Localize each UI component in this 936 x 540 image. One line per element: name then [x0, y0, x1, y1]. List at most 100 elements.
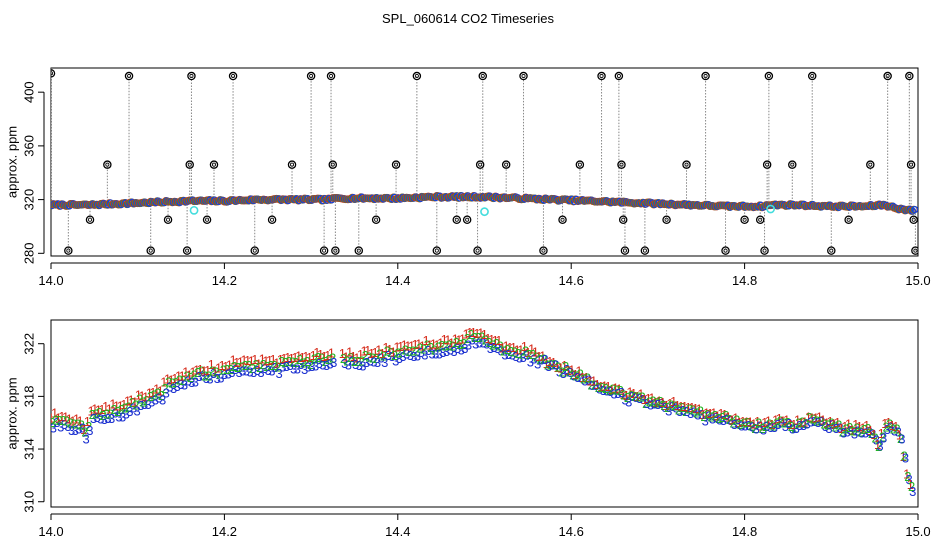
- series-char-3: 3: [297, 357, 304, 372]
- series-char-1: 1: [652, 395, 659, 410]
- series-char-3: 3: [487, 341, 494, 356]
- series-char-3: 3: [778, 415, 785, 430]
- series-char-1: 1: [62, 409, 69, 424]
- series-char-2: 2: [693, 405, 700, 420]
- outlier-point-inner: [189, 74, 194, 79]
- series-char-2: 2: [748, 418, 755, 433]
- series-char-3: 3: [246, 364, 253, 379]
- series-char-1: 1: [834, 415, 841, 430]
- outlier-point: [740, 215, 749, 224]
- series-char-1: 1: [637, 387, 644, 402]
- series-char-2: 2: [158, 388, 165, 403]
- series-char-2: 2: [566, 364, 573, 379]
- series-char-1: 1: [579, 370, 586, 385]
- series-char-2: 2: [78, 417, 85, 432]
- series-char-2: 2: [278, 354, 285, 369]
- series-char-3: 3: [301, 362, 308, 377]
- series-char-2: 2: [384, 343, 391, 358]
- outlier-point-inner: [885, 74, 890, 79]
- series-char-1: 1: [484, 331, 491, 346]
- series-char-1: 1: [444, 332, 451, 347]
- series-char-2: 2: [788, 419, 795, 434]
- series-char-2: 2: [216, 367, 223, 382]
- series-char-1: 1: [266, 353, 273, 368]
- series-char-2: 2: [733, 413, 740, 428]
- series-char-2: 2: [875, 439, 882, 454]
- series-char-1: 1: [605, 379, 612, 394]
- x-tick-label: 14.8: [732, 524, 757, 539]
- series-char-1: 1: [648, 390, 655, 405]
- series-char-2: 2: [191, 368, 198, 383]
- series-char-2: 2: [74, 416, 81, 431]
- series-char-1: 1: [812, 410, 819, 425]
- series-char-2: 2: [602, 381, 609, 396]
- series-char-3: 3: [90, 411, 97, 426]
- series-char-2: 2: [890, 422, 897, 437]
- series-char-2: 2: [249, 361, 256, 376]
- series-char-2: 2: [813, 414, 820, 429]
- series-char-3: 3: [691, 405, 698, 420]
- series-char-2: 2: [282, 355, 289, 370]
- series-char-2: 2: [96, 405, 103, 420]
- series-char-3: 3: [181, 377, 188, 392]
- series-char-3: 3: [680, 403, 687, 418]
- outlier-point-inner: [723, 248, 728, 253]
- series-char-1: 1: [757, 419, 764, 434]
- series-char-2: 2: [635, 389, 642, 404]
- series-char-3: 3: [567, 365, 574, 380]
- series-char-2: 2: [533, 349, 540, 364]
- series-char-2: 2: [755, 415, 762, 430]
- series-char-3: 3: [902, 451, 909, 466]
- series-char-2: 2: [489, 338, 496, 353]
- outlier-point: [640, 246, 650, 255]
- series-char-3: 3: [909, 484, 916, 499]
- series-char-1: 1: [477, 326, 484, 341]
- outlier-point: [51, 69, 56, 78]
- series-char-2: 2: [329, 350, 336, 365]
- series-char-1: 1: [364, 343, 371, 358]
- series-char-3: 3: [388, 349, 395, 364]
- series-char-3: 3: [618, 385, 625, 400]
- series-char-2: 2: [861, 422, 868, 437]
- series-char-3: 3: [53, 415, 60, 430]
- outlier-point: [64, 246, 73, 255]
- series-char-2: 2: [708, 410, 715, 425]
- series-char-2: 2: [526, 347, 533, 362]
- series-char-2: 2: [416, 341, 423, 356]
- series-char-1: 1: [138, 389, 145, 404]
- series-char-2: 2: [300, 355, 307, 370]
- series-char-3: 3: [742, 418, 749, 433]
- series-char-2: 2: [591, 378, 598, 393]
- series-char-2: 2: [260, 357, 267, 372]
- outlier-point-inner: [577, 162, 582, 167]
- series-char-2: 2: [555, 360, 562, 375]
- outlier-point-inner: [187, 162, 192, 167]
- series-char-3: 3: [396, 351, 403, 366]
- series-char-1: 1: [626, 385, 633, 400]
- series-char-3: 3: [403, 346, 410, 361]
- outlier-point: [473, 246, 482, 255]
- series-char-2: 2: [187, 370, 194, 385]
- outlier-point-inner: [907, 74, 912, 79]
- series-char-2: 2: [256, 360, 263, 375]
- series-char-3: 3: [370, 354, 377, 369]
- series-char-1: 1: [870, 427, 877, 442]
- outlier-point-inner: [765, 162, 770, 167]
- series-char-3: 3: [683, 404, 690, 419]
- series-char-1: 1: [58, 409, 65, 424]
- outlier-point: [755, 215, 765, 224]
- series-char-2: 2: [212, 365, 219, 380]
- series-char-3: 3: [61, 417, 68, 432]
- outlier-point-inner: [790, 162, 795, 167]
- series-char-1: 1: [255, 357, 262, 372]
- series-char-1: 1: [219, 358, 226, 373]
- outlier-point-inner: [684, 162, 689, 167]
- outlier-point: [185, 160, 194, 169]
- series-char-3: 3: [822, 419, 829, 434]
- series-char-2: 2: [169, 376, 176, 391]
- series-char-2: 2: [413, 344, 420, 359]
- series-char-1: 1: [401, 337, 408, 352]
- series-char-1: 1: [641, 392, 648, 407]
- series-char-3: 3: [221, 367, 228, 382]
- series-char-1: 1: [721, 407, 728, 422]
